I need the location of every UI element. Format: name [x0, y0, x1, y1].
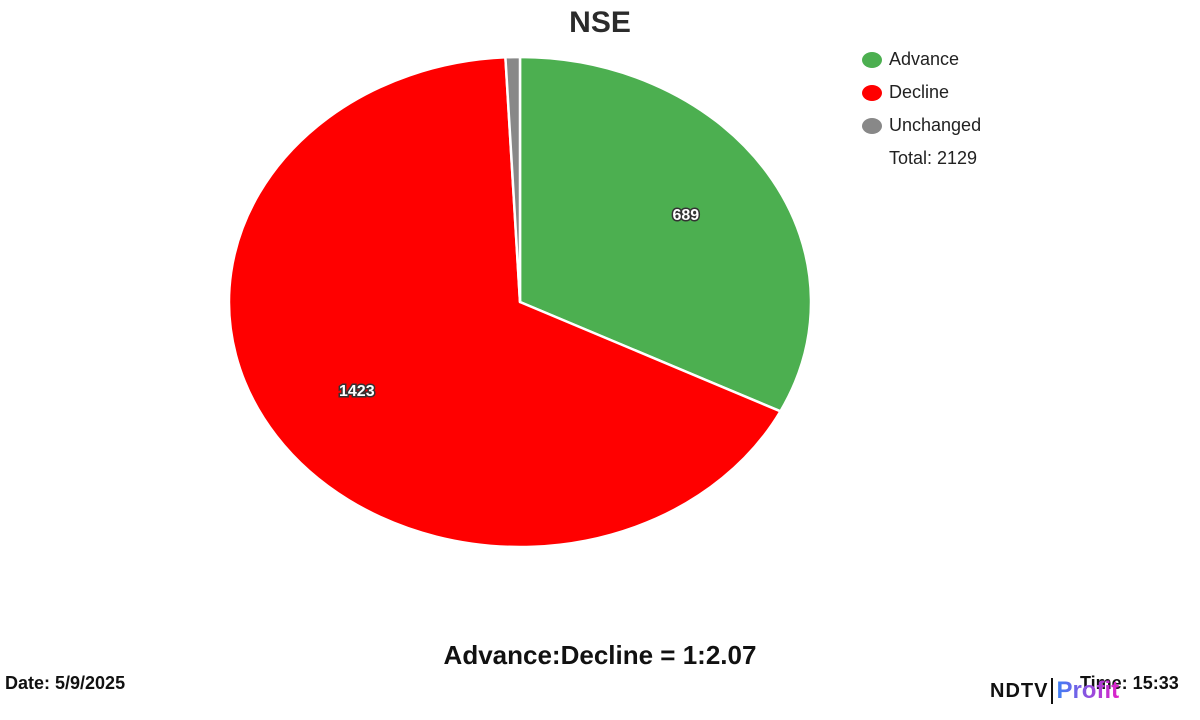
advance-decline-ratio: Advance:Decline = 1:2.07	[0, 640, 1200, 671]
legend-item-unchanged[interactable]: Unchanged	[862, 109, 981, 142]
data-label-advance: 689	[672, 207, 699, 224]
ndtv-profit-logo: NDTV Profit	[990, 676, 1119, 706]
legend-item-advance[interactable]: Advance	[862, 43, 981, 76]
data-label-decline: 1423	[339, 383, 375, 400]
logo-ndtv-text: NDTV	[990, 680, 1048, 703]
legend-total: Total: 2129	[889, 142, 981, 175]
date-label: Date: 5/9/2025	[5, 673, 125, 694]
legend-item-decline[interactable]: Decline	[862, 76, 981, 109]
logo-profit-text: Profit	[1056, 677, 1119, 705]
legend-label-decline: Decline	[889, 82, 949, 103]
legend-label-unchanged: Unchanged	[889, 115, 981, 136]
legend-swatch-decline	[862, 85, 882, 101]
legend: Advance Decline Unchanged Total: 2129	[862, 43, 981, 175]
legend-swatch-advance	[862, 52, 882, 68]
legend-swatch-unchanged	[862, 118, 882, 134]
logo-divider	[1051, 678, 1053, 704]
legend-label-advance: Advance	[889, 49, 959, 70]
